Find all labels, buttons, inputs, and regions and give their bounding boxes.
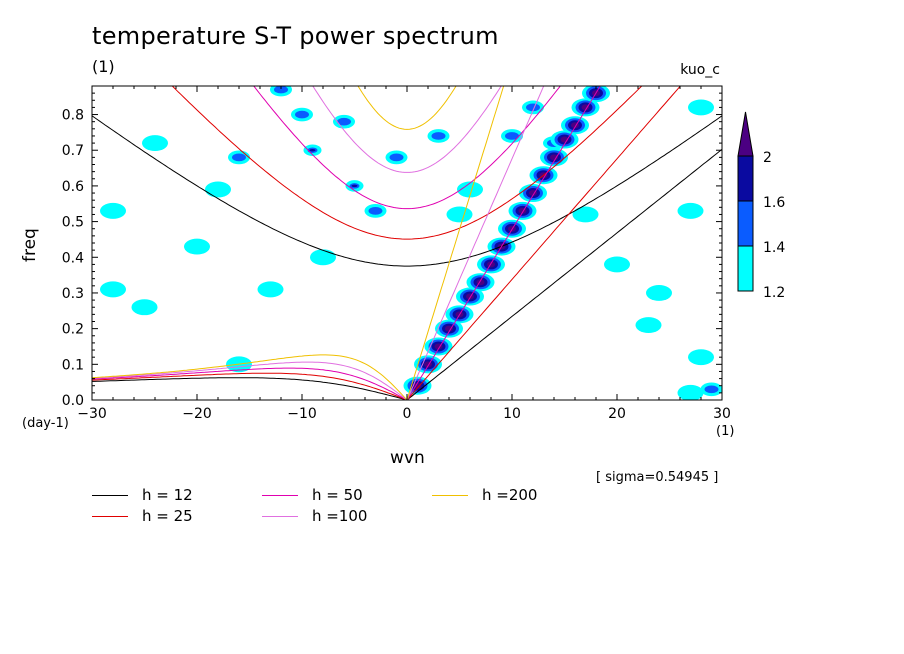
power-blob xyxy=(635,317,662,334)
inertio-gravity-curve xyxy=(171,86,643,240)
power-blob-core xyxy=(505,132,519,140)
x-axis-unit: (1) xyxy=(716,424,735,439)
dispersion-curves xyxy=(92,86,722,400)
power-blob-core xyxy=(232,153,246,162)
power-blob xyxy=(446,206,473,223)
rossby-curve xyxy=(92,354,408,400)
colorbar-tick-label: 1.2 xyxy=(763,285,785,301)
x-tick-label: −30 xyxy=(77,406,107,422)
legend-swatch xyxy=(262,494,298,496)
power-blob-core xyxy=(704,385,719,394)
legend-item-h25: h = 25 xyxy=(92,507,193,525)
power-blob xyxy=(131,299,158,316)
kelvin-curve xyxy=(406,148,722,400)
y-tick-label: 0.7 xyxy=(62,143,84,159)
rossby-curve xyxy=(92,372,408,400)
power-blob xyxy=(677,202,704,219)
x-tick-label: −10 xyxy=(287,406,317,422)
x-axis-label: wvn xyxy=(390,448,425,468)
y-tick-label: 0.6 xyxy=(62,179,84,195)
kelvin-curve xyxy=(406,86,505,400)
ridge-peak xyxy=(445,325,453,332)
power-blob xyxy=(646,285,672,301)
power-blob-peak xyxy=(351,184,358,188)
x-tick-label: 0 xyxy=(403,406,412,422)
y-tick-label: 0.3 xyxy=(62,286,84,302)
y-tick-label: 0.1 xyxy=(62,357,84,373)
legend-item-h12: h = 12 xyxy=(92,486,193,504)
power-blob xyxy=(205,181,231,198)
power-blob-core xyxy=(295,110,309,119)
legend-label: h = 12 xyxy=(142,486,193,504)
x-tick-label: 20 xyxy=(608,406,626,422)
y-tick-label: 0.4 xyxy=(62,250,84,266)
legend-swatch xyxy=(432,494,468,496)
rossby-curve xyxy=(92,377,408,400)
colorbar-extend-triangle xyxy=(737,111,754,157)
power-blob-core xyxy=(337,117,351,126)
power-blob xyxy=(257,281,284,298)
power-blob xyxy=(310,249,336,266)
power-blob xyxy=(604,256,630,273)
x-tick-label: 30 xyxy=(713,406,731,422)
power-blob xyxy=(688,99,714,116)
legend-label: h = 25 xyxy=(142,507,193,525)
power-blob xyxy=(100,281,126,298)
power-blob-core xyxy=(368,207,383,215)
colorbar-tick-label: 2 xyxy=(763,150,772,166)
power-contours xyxy=(100,86,722,400)
legend-item-h100: h =100 xyxy=(262,507,367,525)
legend-swatch xyxy=(262,515,298,517)
power-blob-peak xyxy=(309,148,316,152)
legend-item-h200: h =200 xyxy=(432,486,537,504)
colorbar-segment xyxy=(737,245,754,292)
power-blob-core xyxy=(526,103,540,112)
legend-label: h =200 xyxy=(482,486,538,504)
power-blob-core xyxy=(389,153,404,162)
kelvin-curve xyxy=(406,86,601,400)
kelvin-curve xyxy=(406,86,682,400)
x-tick-label: 10 xyxy=(503,406,521,422)
legend-label: h = 50 xyxy=(312,486,363,504)
plot-axes: −30 −20 −10 0 10 20 30 0.0 0.1 0.2 0.3 0.4 0.5 0.6 0.7… xyxy=(62,85,731,422)
legend-label: h =100 xyxy=(312,507,368,525)
legend-swatch xyxy=(92,494,128,496)
sigma-annotation: [ sigma=0.54945 ] xyxy=(596,470,719,485)
inertio-gravity-curve xyxy=(312,86,502,173)
y-tick-label: 0.2 xyxy=(62,322,84,338)
power-blob xyxy=(688,349,714,366)
y-tick-label: 0.8 xyxy=(62,108,84,124)
experiment-label: kuo_c xyxy=(680,62,720,78)
colorbar: 2 1.6 1.4 1.2 xyxy=(737,111,785,301)
power-blob-core xyxy=(274,86,288,94)
ridge-peak xyxy=(413,382,422,389)
colorbar-segment xyxy=(737,200,754,247)
rossby-curve xyxy=(92,361,408,400)
y-tick-label: 0.5 xyxy=(62,215,84,231)
power-blob xyxy=(572,206,599,223)
power-blob xyxy=(142,135,168,152)
x-tick-label: −20 xyxy=(182,406,212,422)
colorbar-tick-label: 1.4 xyxy=(763,240,785,256)
ridge-peak xyxy=(550,154,558,161)
inertio-gravity-curve xyxy=(357,86,457,130)
legend-item-h50: h = 50 xyxy=(262,486,363,504)
power-blob xyxy=(100,202,126,219)
rossby-curve xyxy=(92,367,408,400)
colorbar-segment xyxy=(737,155,754,202)
y-axis-unit: (day-1) xyxy=(22,416,69,431)
inertio-gravity-curve xyxy=(253,86,561,210)
y-tick-label: 0.0 xyxy=(62,393,84,409)
power-blob xyxy=(457,181,483,198)
power-blob xyxy=(677,384,704,400)
power-blob xyxy=(184,238,210,255)
chart-title: temperature S-T power spectrum xyxy=(92,22,499,50)
colorbar-tick-label: 1.6 xyxy=(763,195,785,211)
legend-swatch xyxy=(92,515,128,517)
kelvin-curve xyxy=(406,86,545,400)
inertio-gravity-curve xyxy=(92,115,722,267)
power-blob-core xyxy=(431,132,446,140)
title-unit: (1) xyxy=(92,57,115,76)
